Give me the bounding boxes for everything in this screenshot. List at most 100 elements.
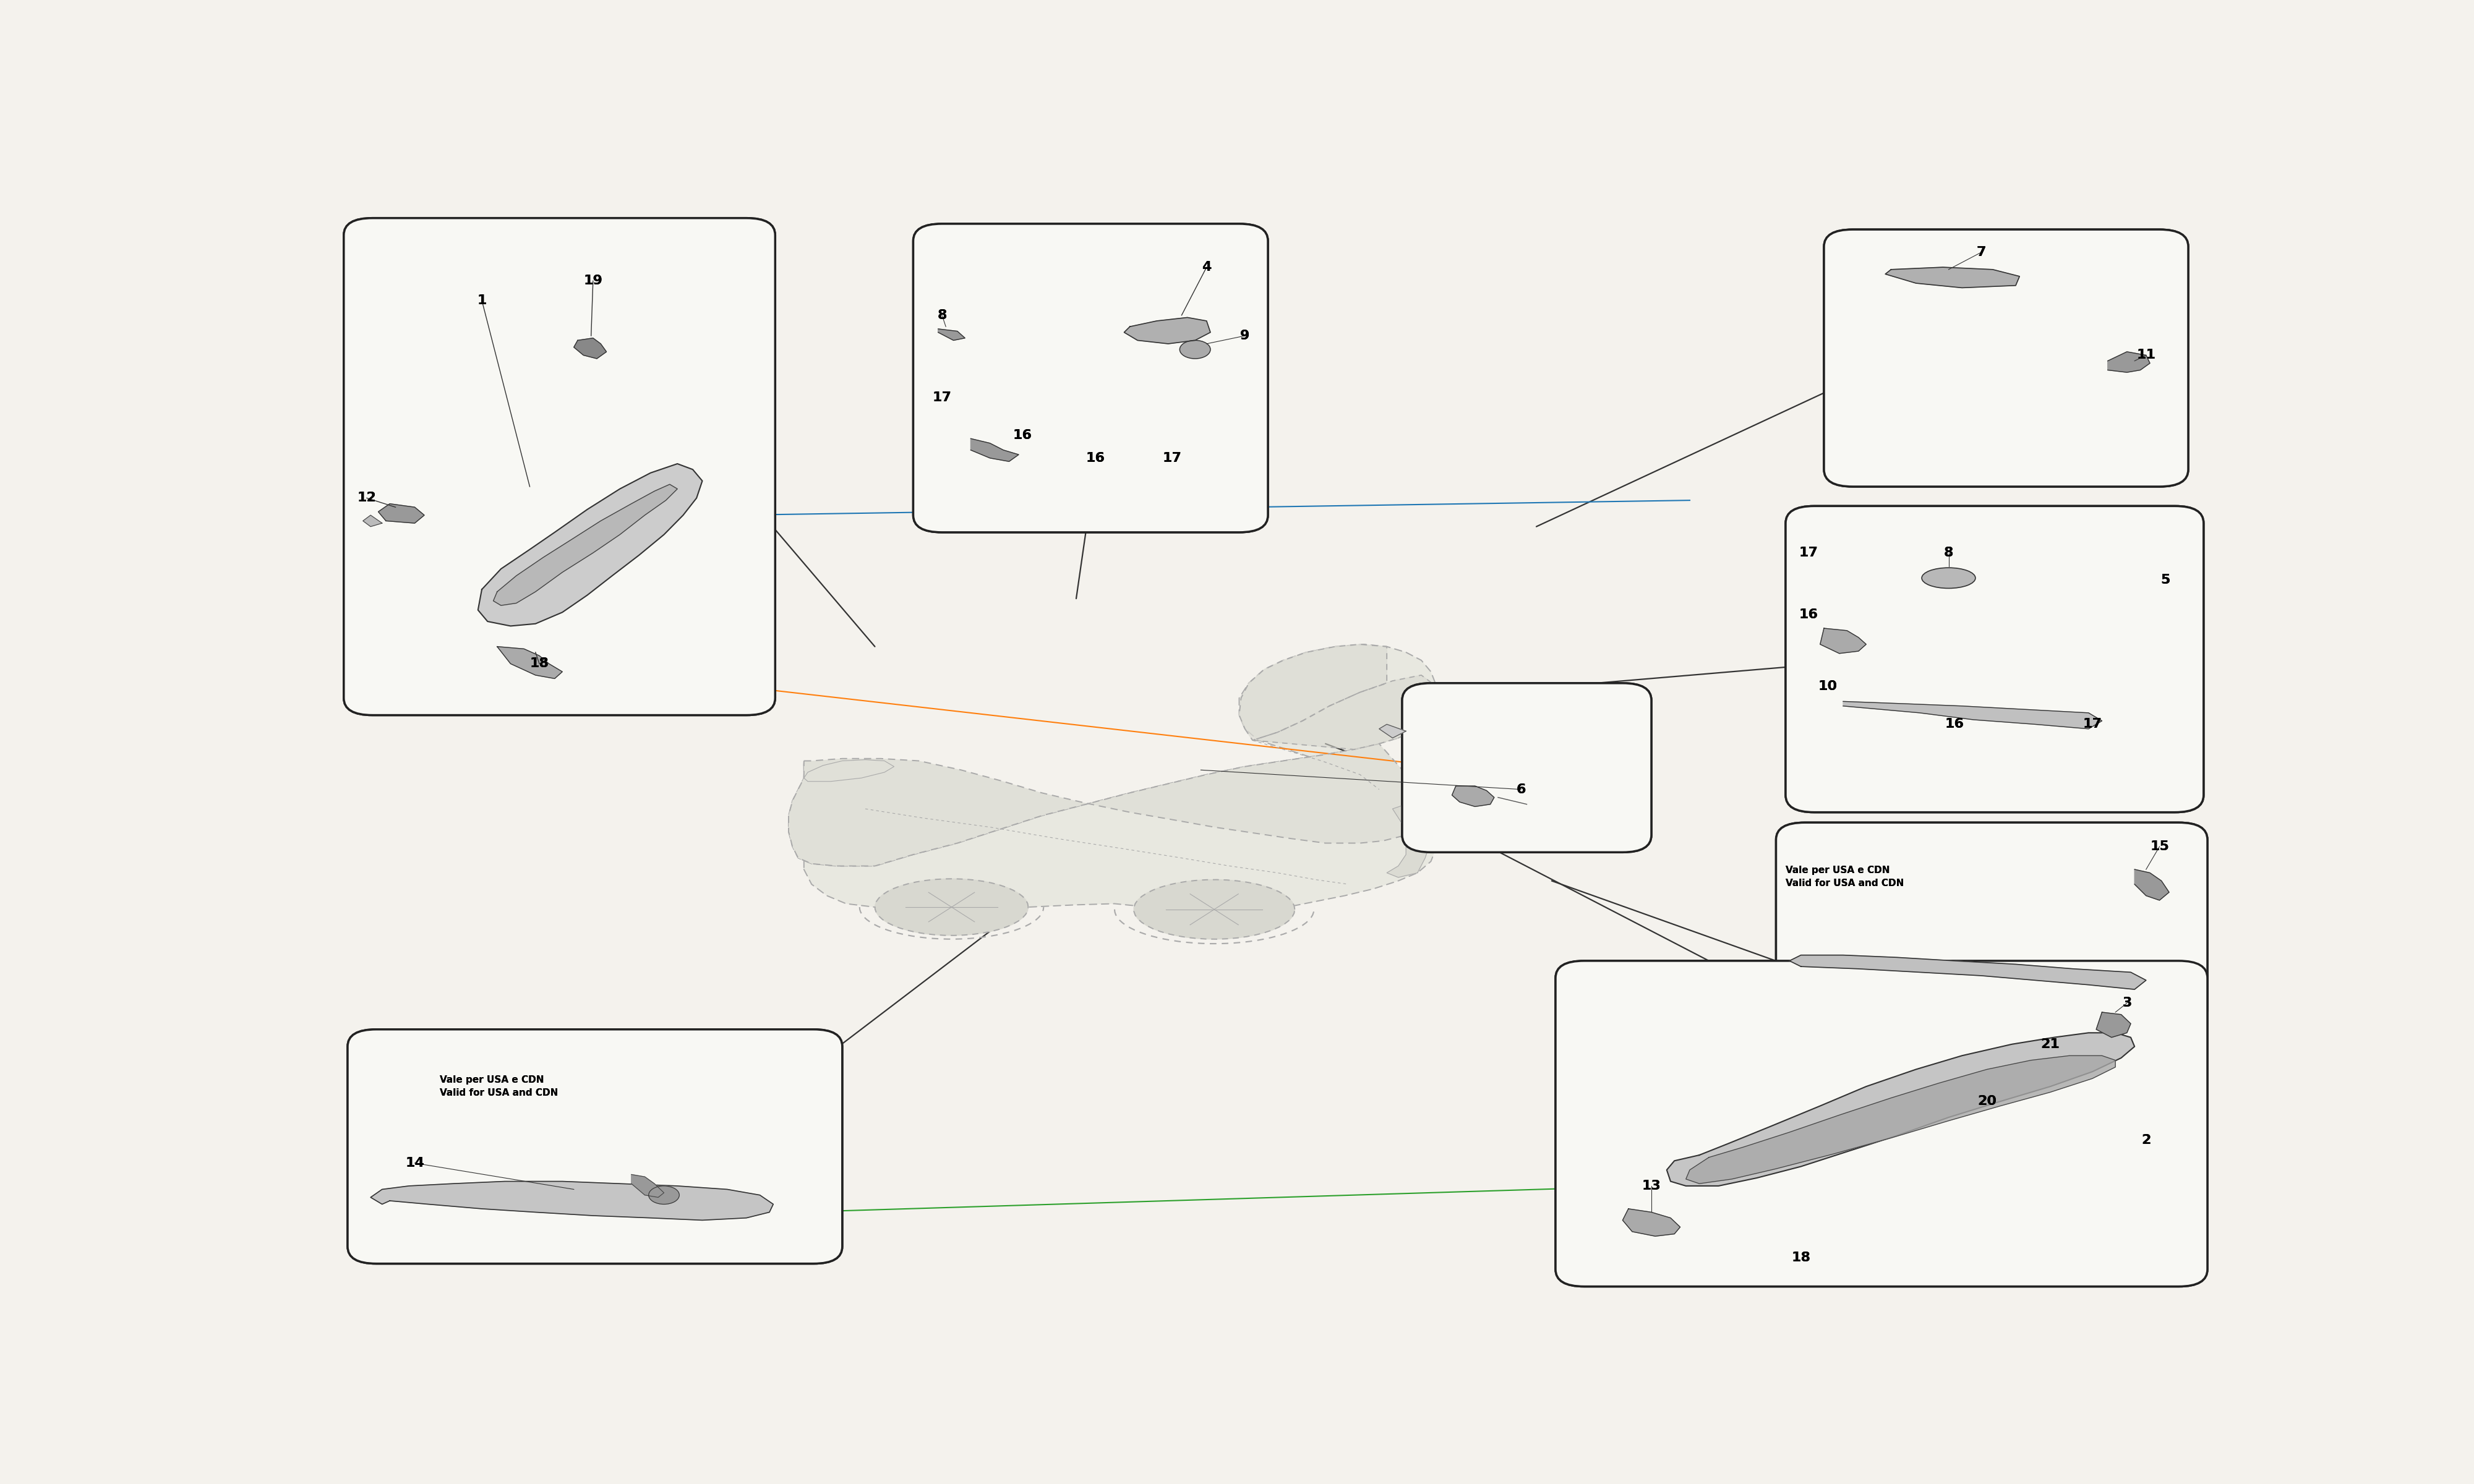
Polygon shape — [1623, 1209, 1680, 1236]
Ellipse shape — [1922, 568, 1974, 588]
Text: 3: 3 — [2123, 997, 2133, 1009]
FancyBboxPatch shape — [346, 1030, 841, 1264]
Text: 13: 13 — [1643, 1180, 1660, 1192]
Polygon shape — [2135, 870, 2170, 901]
Polygon shape — [1821, 628, 1865, 653]
Text: 7: 7 — [1977, 246, 1987, 258]
Text: Vale per USA e CDN
Valid for USA and CDN: Vale per USA e CDN Valid for USA and CDN — [440, 1074, 559, 1097]
Polygon shape — [1789, 956, 2145, 990]
Text: 16: 16 — [1012, 429, 1032, 441]
Text: 5: 5 — [2160, 574, 2170, 586]
FancyBboxPatch shape — [1556, 960, 2207, 1287]
Text: 16: 16 — [1799, 608, 1818, 620]
Text: 16: 16 — [1799, 608, 1818, 620]
Text: 17: 17 — [933, 392, 952, 404]
Text: 10: 10 — [1818, 680, 1838, 693]
Text: 17: 17 — [1799, 546, 1818, 559]
Polygon shape — [1252, 675, 1437, 749]
Polygon shape — [1843, 702, 2103, 729]
Polygon shape — [497, 647, 562, 678]
Text: 1: 1 — [477, 294, 487, 307]
Text: 16: 16 — [1945, 718, 1964, 730]
Polygon shape — [1133, 880, 1294, 939]
Text: 8: 8 — [1945, 546, 1954, 559]
Text: 13: 13 — [1643, 1180, 1660, 1192]
Polygon shape — [631, 1174, 663, 1198]
Polygon shape — [789, 644, 1437, 913]
Text: 6: 6 — [1517, 784, 1526, 795]
FancyBboxPatch shape — [913, 224, 1267, 533]
Text: 20: 20 — [1977, 1095, 1997, 1107]
FancyBboxPatch shape — [1556, 960, 2207, 1287]
Polygon shape — [477, 463, 703, 626]
FancyBboxPatch shape — [1776, 822, 2207, 1025]
Text: 14: 14 — [406, 1158, 423, 1169]
FancyBboxPatch shape — [1403, 683, 1653, 852]
Polygon shape — [379, 503, 426, 524]
Text: 19: 19 — [584, 275, 604, 286]
Text: 15: 15 — [2150, 840, 2170, 853]
Text: 18: 18 — [1791, 1251, 1811, 1264]
Polygon shape — [1885, 267, 2019, 288]
Text: 7: 7 — [1977, 246, 1987, 258]
Text: 11: 11 — [2138, 349, 2155, 362]
Text: Vale per USA e CDN
Valid for USA and CDN: Vale per USA e CDN Valid for USA and CDN — [1786, 867, 1905, 889]
Text: 8: 8 — [938, 309, 948, 322]
Polygon shape — [371, 1181, 774, 1220]
Text: 18: 18 — [529, 657, 549, 669]
Text: 17: 17 — [933, 392, 952, 404]
Text: 16: 16 — [1012, 429, 1032, 441]
Text: 6: 6 — [1517, 784, 1526, 795]
Text: 4: 4 — [1202, 261, 1212, 273]
FancyBboxPatch shape — [344, 218, 774, 715]
Polygon shape — [1123, 318, 1210, 344]
Text: 16: 16 — [1086, 451, 1106, 464]
Text: Vale per USA e CDN
Valid for USA and CDN: Vale per USA e CDN Valid for USA and CDN — [440, 1074, 559, 1097]
Text: 21: 21 — [2041, 1037, 2061, 1051]
Text: 9: 9 — [1239, 329, 1249, 341]
Polygon shape — [364, 515, 381, 527]
Polygon shape — [804, 760, 893, 782]
Text: 9: 9 — [1239, 329, 1249, 341]
Text: 17: 17 — [2083, 718, 2103, 730]
Text: 12: 12 — [356, 491, 376, 505]
Text: 11: 11 — [2138, 349, 2155, 362]
Polygon shape — [574, 338, 606, 359]
Text: 18: 18 — [529, 657, 549, 669]
FancyBboxPatch shape — [1776, 822, 2207, 1025]
Circle shape — [648, 1186, 680, 1204]
Text: 15: 15 — [2150, 840, 2170, 853]
Polygon shape — [1452, 787, 1494, 807]
Text: 8: 8 — [1945, 546, 1954, 559]
Text: 1: 1 — [477, 294, 487, 307]
Text: 17: 17 — [1799, 546, 1818, 559]
Text: 17: 17 — [1163, 451, 1183, 464]
Polygon shape — [1667, 1033, 2135, 1186]
Polygon shape — [2095, 1012, 2130, 1037]
Text: 5: 5 — [2160, 574, 2170, 586]
Polygon shape — [970, 439, 1019, 462]
FancyBboxPatch shape — [1786, 506, 2204, 812]
Text: 3: 3 — [2123, 997, 2133, 1009]
FancyBboxPatch shape — [346, 1030, 841, 1264]
FancyBboxPatch shape — [913, 224, 1267, 533]
Text: 2: 2 — [2142, 1134, 2150, 1147]
Polygon shape — [938, 329, 965, 340]
Text: Vale per USA e CDN
Valid for USA and CDN: Vale per USA e CDN Valid for USA and CDN — [1786, 867, 1905, 889]
FancyBboxPatch shape — [1823, 230, 2189, 487]
FancyBboxPatch shape — [344, 218, 774, 715]
Polygon shape — [1239, 644, 1388, 741]
Polygon shape — [1378, 724, 1405, 738]
Text: 19: 19 — [584, 275, 604, 286]
Text: 16: 16 — [1945, 718, 1964, 730]
Polygon shape — [876, 879, 1029, 935]
FancyBboxPatch shape — [1786, 506, 2204, 812]
Text: 14: 14 — [406, 1158, 423, 1169]
FancyBboxPatch shape — [1823, 230, 2189, 487]
Text: 20: 20 — [1977, 1095, 1997, 1107]
Text: 21: 21 — [2041, 1037, 2061, 1051]
Polygon shape — [2108, 352, 2150, 372]
Text: 17: 17 — [1163, 451, 1183, 464]
Circle shape — [1180, 340, 1210, 359]
Text: 2: 2 — [2142, 1134, 2150, 1147]
